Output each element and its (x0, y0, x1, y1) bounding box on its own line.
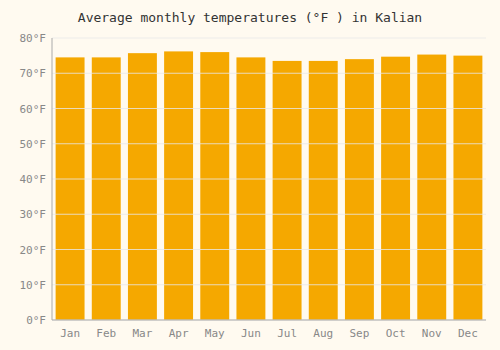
x-tick-label: May (205, 327, 225, 340)
chart: Average monthly temperatures (°F ) in Ka… (0, 0, 500, 350)
y-tick-label: 20°F (20, 244, 47, 257)
y-tick-label: 50°F (20, 138, 47, 151)
bars (56, 51, 483, 320)
x-tick-label: Aug (313, 327, 333, 340)
bar (345, 59, 374, 320)
grid-line (52, 320, 486, 321)
grid-line (52, 249, 486, 250)
grid (52, 38, 486, 320)
x-tick-label: Jun (241, 327, 261, 340)
title: Average monthly temperatures (°F ) in Ka… (78, 10, 422, 25)
bar (453, 56, 482, 320)
grid-line (52, 179, 486, 180)
y-tick-label: 10°F (20, 279, 47, 292)
y-tick-label: 40°F (20, 173, 47, 186)
x-tick-label: Feb (96, 327, 116, 340)
y-axis-line (52, 38, 53, 320)
grid-line (52, 214, 486, 215)
bar (56, 57, 85, 320)
grid-line (52, 143, 486, 144)
y-tick-label: 60°F (20, 103, 47, 116)
bar (92, 57, 121, 320)
bar (309, 61, 338, 320)
bar (164, 51, 193, 320)
bar (236, 57, 265, 320)
bar (128, 53, 157, 320)
x-axis-line (52, 320, 486, 321)
y-tick-label: 0°F (26, 314, 46, 327)
grid-line (52, 284, 486, 285)
grid-line (52, 108, 486, 109)
y-tick-label: 80°F (20, 32, 47, 45)
x-tick-label: Mar (132, 327, 152, 340)
x-tick-label: Apr (169, 327, 189, 340)
x-tick-label: Jan (60, 327, 80, 340)
x-tick-label: Sep (349, 327, 369, 340)
bar (417, 55, 446, 320)
y-tick-label: 70°F (20, 67, 47, 80)
x-tick-label: Jul (277, 327, 297, 340)
bar (381, 57, 410, 320)
y-tick-label: 30°F (20, 208, 47, 221)
x-tick-label: Nov (422, 327, 442, 340)
grid-line (52, 38, 486, 39)
x-tick-label: Dec (458, 327, 478, 340)
bar (273, 61, 302, 320)
grid-line (52, 73, 486, 74)
bar (200, 52, 229, 320)
x-tick-label: Oct (386, 327, 406, 340)
